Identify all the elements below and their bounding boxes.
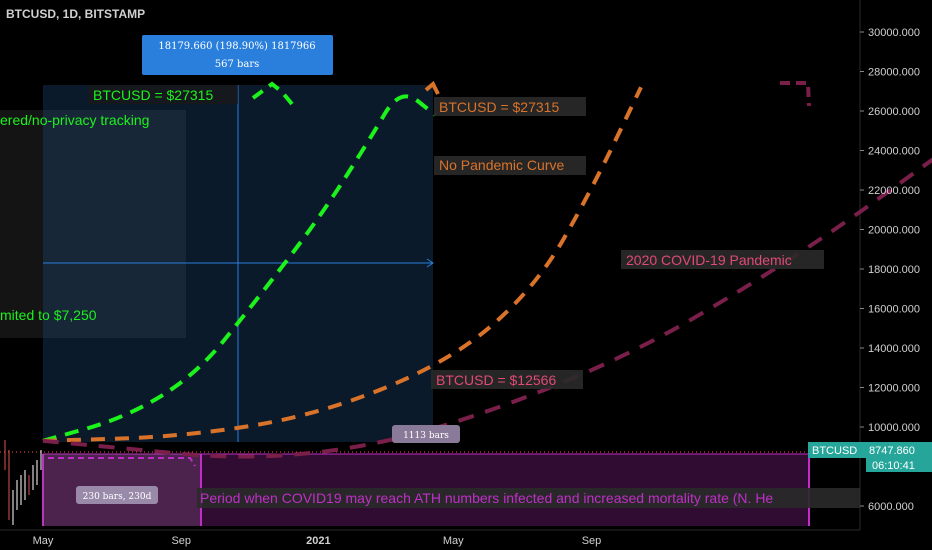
measure-callout-line1: 18179.660 (198.90%) 1817966	[158, 41, 315, 52]
badge-230-text: 230 bars, 230d	[83, 492, 152, 502]
x-tick-label: 2021	[306, 535, 330, 547]
label-watered: ered/no-privacy tracking	[0, 112, 149, 128]
label-bg-no-pandemic	[434, 156, 586, 175]
label-limited: mited to $7,250	[0, 307, 97, 323]
x-tick-label: Sep	[171, 535, 191, 547]
measure-arrow-icon	[426, 258, 434, 268]
y-tick-label: 10000.000	[868, 422, 920, 434]
maroon-curve-line	[42, 157, 932, 459]
maroon-curve-peak	[780, 81, 811, 107]
label-bg-covid	[621, 250, 824, 269]
y-tick-label: 16000.000	[868, 304, 920, 316]
y-tick-label: 28000.000	[868, 67, 920, 79]
badge-1113-bars	[392, 425, 460, 443]
price-tag-label: BTCUSD	[812, 445, 857, 457]
measure-callout	[142, 35, 333, 75]
label-btc-green: BTCUSD = $27315	[93, 87, 213, 103]
badge-230-bars	[76, 486, 158, 504]
x-tick-label: May	[443, 535, 464, 547]
badge-1113-text: 1113 bars	[403, 431, 449, 441]
y-axis-ticks: 30000.000 28000.000 26000.000 24000.000 2200…	[860, 27, 920, 513]
y-tick-label: 18000.000	[868, 264, 920, 276]
y-tick-label: 24000.000	[868, 146, 920, 158]
y-tick-label: 30000.000	[868, 27, 920, 39]
green-curve-peak	[251, 81, 294, 106]
label-no-pandemic: No Pandemic Curve	[439, 157, 564, 173]
price-tag-value: 8747.860	[869, 445, 915, 457]
y-tick-label: 12000.000	[868, 383, 920, 395]
x-tick-label: May	[33, 535, 54, 547]
y-tick-label: 6000.000	[868, 501, 914, 513]
range-230-arrow	[48, 457, 196, 467]
label-btc-orange: BTCUSD = $27315	[439, 99, 559, 115]
note-panel	[0, 110, 186, 338]
label-bg-orange	[434, 97, 586, 116]
label-bg-period	[197, 488, 860, 508]
price-tag	[808, 442, 932, 458]
countdown-tag	[866, 458, 932, 472]
label-period: Period when COVID19 may reach ATH number…	[200, 490, 773, 506]
label-bg-maroon	[431, 370, 583, 389]
label-covid: 2020 COVID-19 Pandemic	[626, 252, 792, 268]
price-candles	[4, 440, 42, 525]
green-curve-line	[42, 94, 437, 443]
y-tick-label: 14000.000	[868, 343, 920, 355]
y-tick-label: 20000.000	[868, 225, 920, 237]
label-btc-maroon: BTCUSD = $12566	[436, 372, 556, 388]
label-bg-green	[88, 85, 238, 104]
x-tick-label: Sep	[582, 535, 602, 547]
chart-title: BTCUSD, 1D, BITSTAMP	[6, 7, 145, 21]
y-tick-label: 22000.000	[868, 185, 920, 197]
x-axis-ticks: May Sep 2021 May Sep	[33, 535, 602, 547]
measure-callout-line2: 567 bars	[215, 59, 260, 70]
orange-curve-peak	[424, 80, 440, 95]
countdown-value: 06:10:41	[872, 460, 915, 472]
orange-curve-line	[42, 86, 643, 443]
y-tick-label: 26000.000	[868, 106, 920, 118]
